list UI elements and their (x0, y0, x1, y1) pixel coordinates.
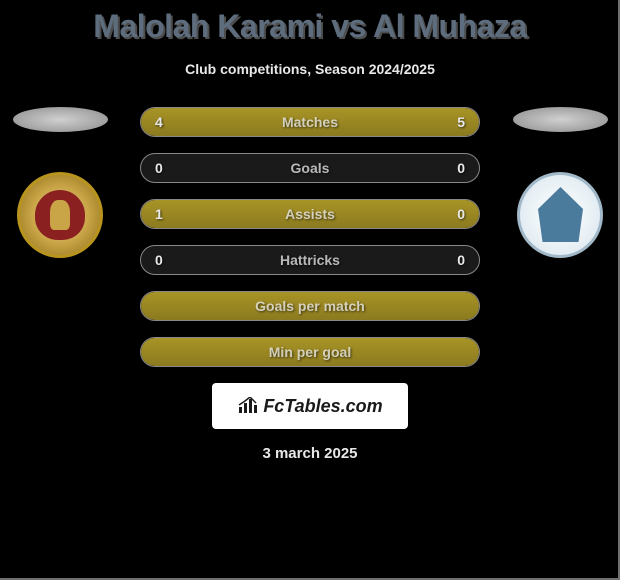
stat-value-right: 5 (457, 114, 465, 130)
subtitle: Club competitions, Season 2024/2025 (0, 61, 620, 77)
stat-label: Min per goal (141, 344, 479, 360)
stat-bar: Goals per match (140, 291, 480, 321)
stat-bar: Goals0 0 (140, 153, 480, 183)
stat-value-left: 0 (155, 252, 163, 268)
stat-bar: Matches4 5 (140, 107, 480, 137)
date-text: 3 march 2025 (0, 445, 620, 462)
left-ellipse (13, 107, 108, 132)
stat-row: Goals per match (140, 291, 480, 321)
stat-value-left: 1 (155, 206, 163, 222)
stat-value-right: 0 (457, 160, 465, 176)
right-player-area (510, 107, 610, 258)
stat-bar: Min per goal (140, 337, 480, 367)
stat-label: Matches (141, 114, 479, 130)
stat-row: Matches4 5 (140, 107, 480, 137)
comparison-container: Matches45Goals00Assists10Hattricks00Goal… (0, 107, 620, 367)
page-title: Malolah Karami vs Al Muhaza (0, 0, 620, 45)
right-ellipse (513, 107, 608, 132)
stat-label: Assists (141, 206, 479, 222)
stat-bar: Hattricks0 0 (140, 245, 480, 275)
stat-value-left: 0 (155, 160, 163, 176)
stat-row: Goals0 0 (140, 153, 480, 183)
stat-value-right: 0 (457, 206, 465, 222)
fctables-chart-icon (237, 397, 259, 415)
stat-value-right: 0 (457, 252, 465, 268)
stat-label: Goals per match (141, 298, 479, 314)
stat-row: Hattricks0 0 (140, 245, 480, 275)
stat-label: Goals (141, 160, 479, 176)
stat-row: Assists1 0 (140, 199, 480, 229)
right-team-crest (517, 172, 603, 258)
stat-label: Hattricks (141, 252, 479, 268)
stat-row: Min per goal (140, 337, 480, 367)
fctables-badge[interactable]: FcTables.com (212, 383, 408, 429)
fctables-label: FcTables.com (263, 396, 382, 417)
stats-bars: Matches45Goals00Assists10Hattricks00Goal… (140, 107, 480, 367)
stat-bar: Assists1 0 (140, 199, 480, 229)
left-team-crest (17, 172, 103, 258)
stat-value-left: 4 (155, 114, 163, 130)
left-player-area (10, 107, 110, 258)
